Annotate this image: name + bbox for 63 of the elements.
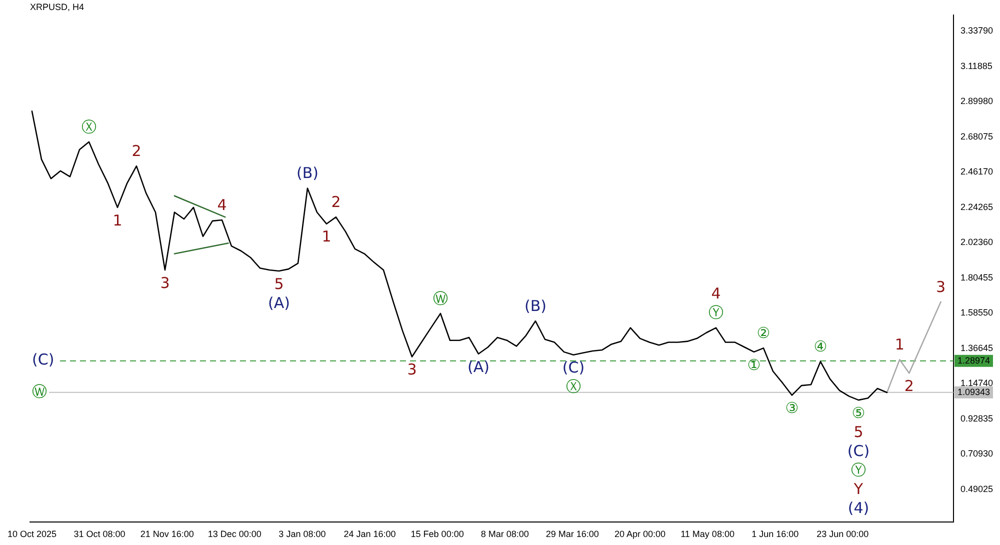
annotation: Ⓧ [566, 378, 581, 396]
annotation: (C) [847, 442, 870, 460]
y-tick-label: 2.68075 [960, 131, 994, 142]
y-tick-label: 2.24265 [960, 202, 994, 212]
annotation: Ⓨ [850, 460, 866, 479]
y-tick-label: 2.02360 [960, 237, 994, 248]
y-tick-label: 2.46170 [960, 166, 994, 177]
x-tick-label: 21 Nov 16:00 [140, 529, 194, 540]
annotation: 3 [936, 278, 946, 296]
annotation: ① [747, 356, 761, 374]
y-tick-label: 3.33790 [960, 26, 994, 36]
x-tick-label: 29 Mar 16:00 [546, 529, 599, 540]
y-tick-label: 2.89980 [960, 96, 994, 106]
annotation: Ⓦ [32, 382, 47, 400]
annotation: 4 [217, 196, 227, 214]
x-tick-label: 15 Feb 00:00 [410, 529, 464, 540]
annotation: Ⓧ [81, 118, 96, 136]
annotation: (4) [848, 498, 870, 517]
annotation: ③ [785, 399, 799, 418]
annotation: Ⓦ [432, 289, 448, 308]
annotation: 1 [112, 211, 122, 230]
annotation: (C) [32, 350, 54, 369]
annotation: (A) [467, 358, 490, 376]
annotation: (B) [296, 164, 318, 182]
x-tick-label: 1 Jun 16:00 [752, 529, 799, 540]
y-tick-label: 0.92835 [960, 413, 994, 424]
x-tick-label: 20 Apr 00:00 [614, 529, 666, 540]
annotation: 3 [407, 360, 417, 379]
y-tick-label: 1.80455 [960, 272, 994, 282]
y-tick-label: 1.58550 [960, 308, 994, 318]
annotation: Y [852, 480, 864, 498]
x-tick-label: 24 Jan 16:00 [344, 529, 396, 540]
annotation: ⑤ [852, 404, 866, 422]
x-tick-label: 3 Jan 08:00 [278, 529, 326, 540]
annotation: 2 [331, 192, 341, 211]
y-tick-label: 0.70930 [960, 448, 994, 459]
annotation: (C) [562, 358, 585, 377]
y-tick-label: 3.11885 [960, 60, 992, 71]
annotation: 3 [160, 274, 170, 292]
annotation: 5 [274, 274, 284, 293]
annotation: 2 [132, 142, 142, 160]
annotation: (B) [524, 296, 546, 315]
ref-line-label: 1.09343 [957, 386, 990, 397]
annotation: Ⓨ [708, 304, 724, 322]
ref-line-label: 1.28974 [957, 355, 990, 366]
y-tick-label: 1.36645 [960, 342, 994, 353]
x-tick-label: 11 May 08:00 [680, 529, 734, 540]
x-tick-label: 31 Oct 08:00 [74, 529, 126, 540]
annotation: 2 [904, 377, 914, 396]
annotation: ④ [814, 337, 828, 356]
annotation: 5 [854, 422, 864, 441]
x-tick-label: 13 Dec 00:00 [208, 529, 262, 540]
x-tick-label: 23 Jun 00:00 [816, 529, 869, 540]
annotation: ② [756, 324, 770, 342]
y-tick-label: 1.14740 [960, 378, 994, 388]
annotation: 1 [894, 336, 904, 354]
x-tick-label: 8 Mar 08:00 [480, 529, 529, 540]
x-tick-label: 10 Oct 2025 [7, 529, 57, 540]
chart-title: XRPUSD, H4 [30, 2, 84, 12]
annotation: (A) [268, 294, 290, 312]
y-tick-label: 0.49025 [960, 484, 994, 494]
annotation: 1 [322, 228, 332, 246]
annotation: 4 [711, 284, 721, 303]
